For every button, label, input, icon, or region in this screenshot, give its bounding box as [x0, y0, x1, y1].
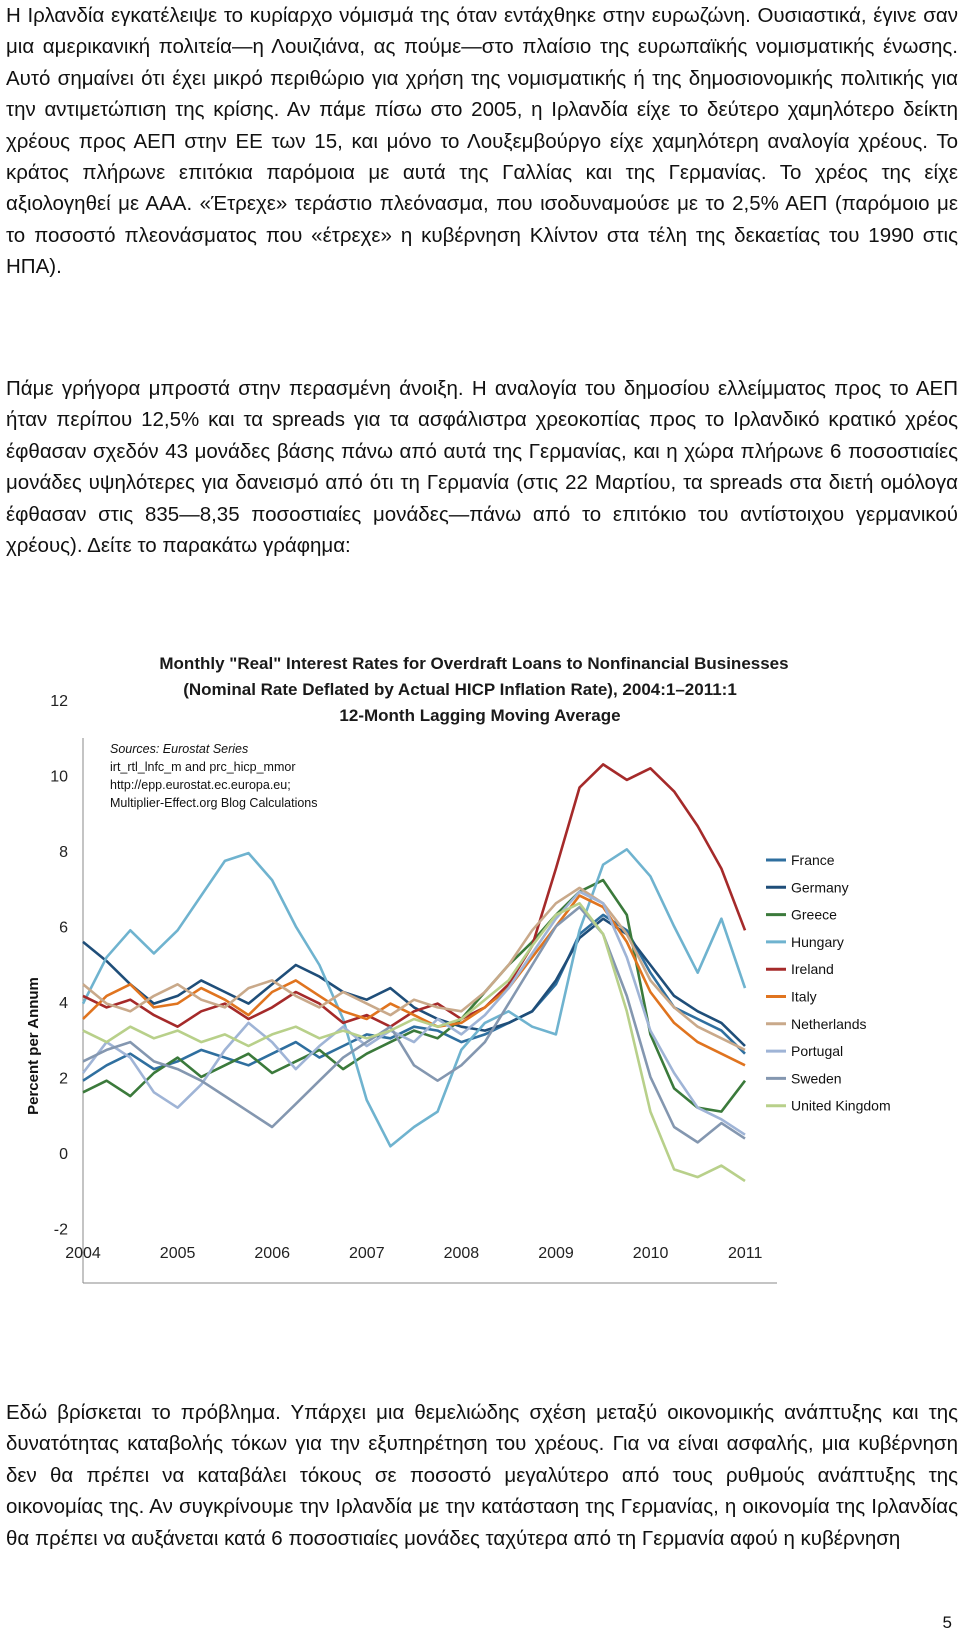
- series-line-sweden: [82, 905, 746, 1144]
- source-line-1: Sources: Eurostat Series: [110, 742, 248, 756]
- legend-label: Sweden: [791, 1070, 842, 1086]
- series-lines: [81, 763, 747, 1183]
- legend-label: Germany: [791, 879, 849, 895]
- series-line-netherlands: [82, 886, 746, 1052]
- legend-item: Italy: [766, 989, 817, 1005]
- legend-label: France: [791, 852, 835, 868]
- y-tick-label: 2: [59, 1071, 68, 1088]
- legend-item: Ireland: [766, 961, 834, 977]
- x-tick-label: 2004: [65, 1245, 101, 1262]
- legend-label: Italy: [791, 989, 817, 1005]
- legend-label: Hungary: [791, 934, 844, 950]
- legend-item: Hungary: [766, 934, 844, 950]
- series-line-france: [82, 913, 746, 1082]
- y-tick-labels: 12 10 8 6 4 2 0 -2: [50, 693, 68, 1239]
- series-line-italy: [82, 894, 746, 1067]
- x-tick-labels: 2004 2005 2006 2007 2008 2009 2010 2011: [65, 1245, 762, 1262]
- interest-rate-chart: Monthly "Real" Interest Rates for Overdr…: [4, 643, 958, 1338]
- chart-title-line-1: Monthly "Real" Interest Rates for Overdr…: [159, 654, 788, 673]
- x-tick-label: 2009: [538, 1245, 574, 1262]
- paragraph-1: Η Ιρλανδία εγκατέλειψε το κυρίαρχο νόμισ…: [6, 4, 958, 279]
- source-line-2: irt_rtl_lnfc_m and prc_hicp_mmor: [110, 760, 296, 774]
- legend-label: United Kingdom: [791, 1098, 891, 1114]
- y-tick-label: 8: [59, 844, 68, 861]
- page-number: 5: [942, 1613, 952, 1632]
- source-note: Sources: Eurostat Series irt_rtl_lnfc_m …: [110, 742, 318, 810]
- series-line-germany: [82, 917, 746, 1047]
- legend-item: Sweden: [766, 1070, 842, 1086]
- y-tick-label: 4: [59, 995, 68, 1012]
- series-line-united-kingdom: [82, 902, 746, 1183]
- x-tick-label: 2005: [160, 1245, 196, 1262]
- chart-title-line-3: 12-Month Lagging Moving Average: [339, 706, 620, 725]
- y-tick-label: 12: [50, 693, 68, 710]
- chart-svg: Monthly "Real" Interest Rates for Overdr…: [25, 654, 891, 1284]
- x-tick-label: 2011: [728, 1245, 763, 1262]
- y-axis-label: Percent per Annum: [25, 977, 42, 1115]
- series-line-hungary: [81, 848, 747, 1148]
- series-line-ireland: [82, 763, 747, 1028]
- x-tick-label: 2006: [254, 1245, 290, 1262]
- legend-label: Greece: [791, 907, 837, 923]
- series-line-portugal: [81, 890, 746, 1136]
- legend-item: France: [766, 852, 835, 868]
- y-tick-label: 6: [59, 920, 68, 937]
- legend-label: Portugal: [791, 1043, 843, 1059]
- source-line-4: Multiplier-Effect.org Blog Calculations: [110, 796, 318, 810]
- legend-item: Netherlands: [766, 1016, 867, 1032]
- legend-item: United Kingdom: [766, 1098, 891, 1114]
- legend-label: Ireland: [791, 961, 834, 977]
- chart-title-line-2: (Nominal Rate Deflated by Actual HICP In…: [183, 680, 737, 699]
- source-line-1-text: Sources: Eurostat Series: [110, 742, 248, 756]
- x-tick-label: 2010: [633, 1245, 669, 1262]
- x-tick-label: 2008: [444, 1245, 480, 1262]
- legend-label: Netherlands: [791, 1016, 867, 1032]
- legend-item: Greece: [766, 907, 837, 923]
- y-tick-label: -2: [54, 1222, 68, 1239]
- y-tick-label: 10: [50, 769, 68, 786]
- y-tick-label: 0: [59, 1146, 68, 1163]
- legend: France Germany Greece Hungary Ireland Italy Ne…: [766, 852, 891, 1114]
- paragraph-3: Εδώ βρίσκεται το πρόβλημα. Υπάρχει μια θ…: [6, 1401, 958, 1550]
- paragraph-2: Πάμε γρήγορα μπροστά στην περασμένη άνοι…: [6, 377, 958, 558]
- x-tick-label: 2007: [349, 1245, 385, 1262]
- source-line-3: http://epp.eurostat.ec.europa.eu;: [110, 778, 291, 792]
- series-line-greece: [82, 878, 747, 1113]
- legend-item: Germany: [766, 879, 849, 895]
- legend-item: Portugal: [766, 1043, 843, 1059]
